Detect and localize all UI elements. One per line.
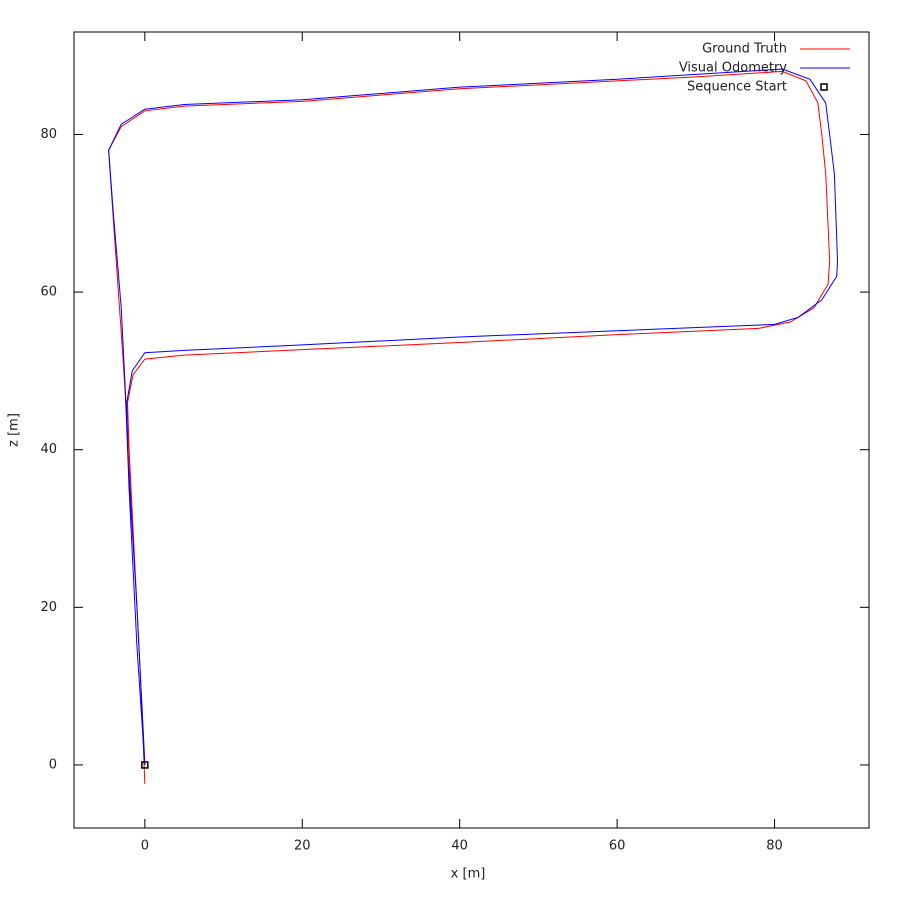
y-tick-label: 40	[40, 442, 57, 457]
legend-label: Ground Truth	[702, 42, 787, 57]
plot-frame	[73, 31, 870, 829]
x-tick-label: 80	[766, 839, 783, 854]
x-tick-label: 0	[141, 839, 149, 854]
y-axis-label: z [m]	[7, 413, 22, 447]
legend-label: Sequence Start	[687, 80, 787, 95]
trajectory-line	[108, 68, 839, 765]
legend-label: Visual Odometry	[679, 61, 787, 76]
x-axis-label: x [m]	[451, 867, 486, 882]
y-tick-label: 0	[49, 757, 57, 772]
y-tick-label: 60	[40, 285, 57, 300]
trajectory-line	[108, 70, 831, 784]
x-tick-label: 40	[451, 839, 468, 854]
y-tick-label: 20	[40, 600, 57, 615]
x-tick-label: 60	[609, 839, 626, 854]
point-marker	[141, 761, 149, 769]
y-tick-label: 80	[40, 127, 57, 142]
x-tick-label: 20	[294, 839, 311, 854]
legend-marker	[820, 83, 828, 91]
